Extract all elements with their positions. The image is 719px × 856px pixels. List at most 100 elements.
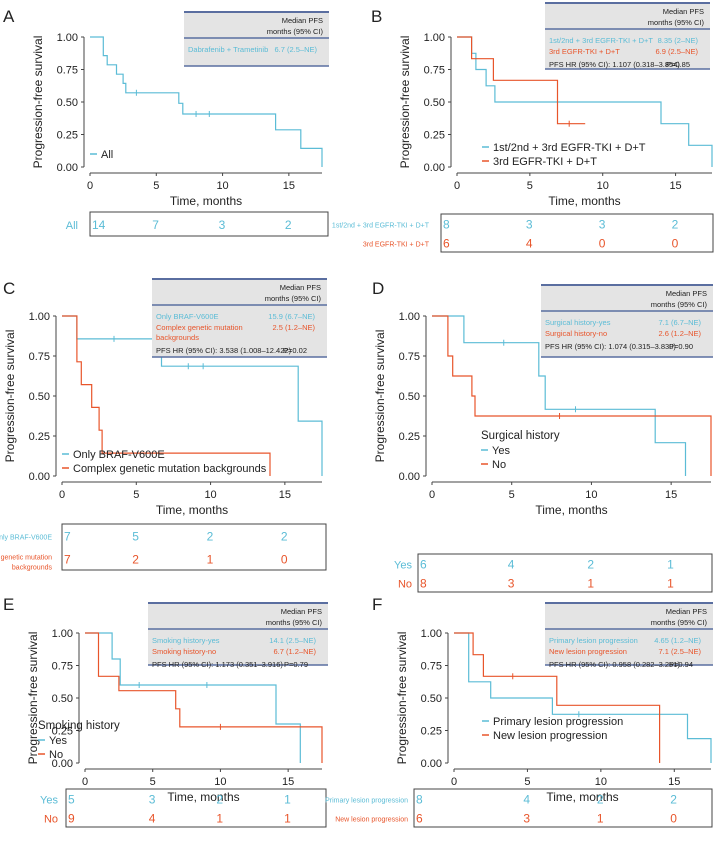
y-tick-label: 1.00 xyxy=(424,32,445,44)
median-row-value: 15.9 (6.7–NE) xyxy=(268,312,315,321)
y-tick-label: 0.50 xyxy=(57,97,78,109)
legend: Smoking history Yes No xyxy=(38,720,120,761)
risk-table: All 14 7 3 2 xyxy=(66,211,329,237)
x-tick-label: 5 xyxy=(153,180,159,192)
hr-label: PFS HR (95% CI): 1.107 (0.318–3.854) xyxy=(549,60,680,69)
median-row-label: 1st/2nd + 3rd EGFR-TKI + D+T xyxy=(549,36,653,45)
risk-value: 4 xyxy=(508,558,515,572)
risk-table: Primary lesion progression 8 4 2 2 New lesion… xyxy=(325,788,713,828)
risk-value: 2 xyxy=(670,793,677,807)
risk-value: 6 xyxy=(420,558,427,572)
legend-label: Primary lesion progression xyxy=(493,716,623,728)
y-tick-label: 0.00 xyxy=(52,758,73,770)
risk-value: 5 xyxy=(68,793,75,807)
median-box-bg xyxy=(545,3,710,69)
median-row-value: 7.1 (6.7–NE) xyxy=(658,318,701,327)
x-tick-label: 10 xyxy=(216,180,228,192)
risk-row-label: Only BRAF-V600E xyxy=(0,535,52,542)
median-box-header1: Median PFS xyxy=(663,7,704,16)
x-tick-label: 0 xyxy=(451,776,457,788)
median-box-bg xyxy=(184,12,329,66)
risk-value: 1 xyxy=(587,577,594,591)
risk-value: 4 xyxy=(523,793,530,807)
y-axis-title: Progression-free survival xyxy=(3,330,17,463)
panel-c: C 0.00 0.25 0.50 0.75 1.00 Progression-free su… xyxy=(0,278,327,572)
p-value: P=0.90 xyxy=(669,342,693,351)
median-box-header1: Median PFS xyxy=(282,16,323,25)
median-pfs-box: Median PFS months (95% CI) Smoking history… xyxy=(148,602,328,669)
risk-value: 7 xyxy=(64,553,71,567)
median-pfs-box: Median PFS months (95% CI) Dabrafenib + Tr… xyxy=(184,11,329,67)
x-tick-label: 0 xyxy=(87,180,93,192)
x-tick-label: 5 xyxy=(150,776,156,788)
km-curve-1 xyxy=(454,632,712,763)
risk-row-label: Yes xyxy=(40,795,58,807)
risk-value: 2 xyxy=(285,218,292,232)
risk-value: 8 xyxy=(443,218,450,232)
km-curve-2 xyxy=(432,315,712,476)
median-box-header2: months (95% CI) xyxy=(266,618,323,627)
median-row-value: 14.1 (2.5–NE) xyxy=(269,636,316,645)
y-tick-label: 0.00 xyxy=(29,471,50,483)
y-tick-label: 0.00 xyxy=(424,162,445,174)
risk-row-label: No xyxy=(44,814,58,826)
y-tick-label: 0.25 xyxy=(424,130,445,142)
risk-value: 8 xyxy=(420,577,427,591)
x-axis-title: Time, months xyxy=(156,503,228,517)
y-tick-label: 0.25 xyxy=(52,726,73,738)
risk-value: 4 xyxy=(149,812,156,826)
legend: 1st/2nd + 3rd EGFR-TKI + D+T 3rd EGFR-TKI… xyxy=(482,142,646,168)
risk-value: 1 xyxy=(207,553,214,567)
x-tick-label: 10 xyxy=(597,180,609,192)
x-axis-title: Time, months xyxy=(170,194,242,208)
risk-value: 4 xyxy=(526,237,533,251)
x-tick-label: 0 xyxy=(429,489,435,501)
panel-f: F 0.00 0.25 0.50 0.75 1.00 Progression-free su… xyxy=(325,595,713,828)
y-tick-label: 0.75 xyxy=(52,661,73,673)
risk-value: 9 xyxy=(68,812,75,826)
km-curve-1 xyxy=(457,36,713,167)
y-tick-label: 1.00 xyxy=(52,628,73,640)
median-row-value: 7.1 (2.5–NE) xyxy=(658,647,701,656)
risk-value: 1 xyxy=(667,577,674,591)
risk-table: 1st/2nd + 3rd EGFR-TKI + D+T 8 3 3 2 3rd EGFR… xyxy=(332,213,714,253)
km-curve-2 xyxy=(454,632,661,763)
panel-a: A 0.00 0.25 0.50 0.75 1.00 Progression-free su… xyxy=(3,7,329,237)
median-box-header2: months (95% CI) xyxy=(648,18,705,27)
y-tick-label: 0.00 xyxy=(421,758,442,770)
median-box-header1: Median PFS xyxy=(281,607,322,616)
median-row-label: Smoking history-yes xyxy=(152,636,220,645)
y-tick-label: 0.50 xyxy=(29,391,50,403)
panel-b: B 0.00 0.25 0.50 0.75 1.00 Progression-free su… xyxy=(332,2,714,253)
x-tick-label: 15 xyxy=(279,489,291,501)
x-axis-title: Time, months xyxy=(548,194,620,208)
legend-label: No xyxy=(492,459,506,471)
hr-label: PFS HR (95% CI): 0.958 (0.282–3.251) xyxy=(549,660,680,669)
risk-value: 3 xyxy=(523,812,530,826)
risk-value: 3 xyxy=(526,218,533,232)
y-axis-title: Progression-free survival xyxy=(398,36,412,169)
median-row-label: 3rd EGFR-TKI + D+T xyxy=(549,47,620,56)
x-tick-label: 10 xyxy=(595,776,607,788)
x-tick-label: 0 xyxy=(82,776,88,788)
x-tick-label: 5 xyxy=(133,489,139,501)
y-tick-label: 1.00 xyxy=(421,628,442,640)
risk-table: Only BRAF-V600E 7 5 2 2 Complex genetic mutat… xyxy=(0,523,327,572)
legend-label: New lesion progression xyxy=(493,730,607,742)
legend: Primary lesion progression New lesion pro… xyxy=(482,716,623,742)
risk-value: 2 xyxy=(207,530,214,544)
y-tick-label: 0.75 xyxy=(57,65,78,77)
risk-row-label: Yes xyxy=(394,560,412,572)
y-tick-label: 0.00 xyxy=(399,471,420,483)
median-pfs-box: Median PFS months (95% CI) Primary lesion … xyxy=(545,602,713,669)
panel-letter: B xyxy=(371,7,382,26)
y-tick-label: 0.25 xyxy=(421,726,442,738)
median-box-header2: months (95% CI) xyxy=(651,618,708,627)
panel-d: D 0.00 0.25 0.50 0.75 1.00 Progression-free su… xyxy=(372,279,713,593)
risk-value: 0 xyxy=(281,553,288,567)
risk-table-frame xyxy=(417,553,713,593)
km-curve-2 xyxy=(457,36,586,125)
legend: All xyxy=(90,149,113,161)
legend-label: All xyxy=(101,149,113,161)
